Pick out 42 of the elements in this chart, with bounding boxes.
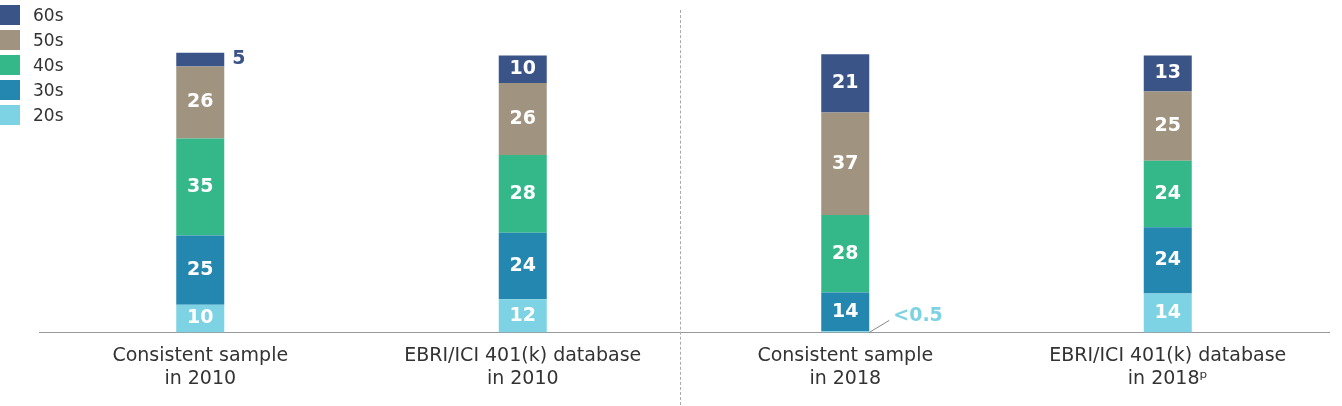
x-tick-label: EBRI/ICI 401(k) database in 2018ᵖ [1049, 342, 1287, 388]
legend-label: 20s [33, 104, 64, 125]
bar [498, 83, 547, 156]
bar [176, 235, 225, 305]
data-label: 26 [187, 89, 214, 112]
data-label: 24 [1154, 247, 1181, 270]
bar [1143, 91, 1192, 161]
data-label: 12 [509, 302, 536, 325]
bar [176, 52, 225, 67]
x-tick-label: Consistent sample in 2018 [757, 342, 934, 388]
data-label: 14 [832, 298, 859, 321]
data-label: 14 [1154, 299, 1181, 322]
data-label: <0.5 [893, 303, 943, 326]
legend-label: 40s [33, 54, 64, 75]
data-label: 21 [832, 70, 859, 93]
x-tick-label: EBRI/ICI 401(k) database in 2010 [404, 342, 642, 388]
data-label: 28 [509, 180, 536, 203]
legend-label: 50s [33, 29, 64, 50]
data-label: 5 [232, 46, 246, 69]
bar [821, 112, 870, 215]
bar [176, 138, 225, 236]
data-label: 10 [509, 56, 536, 79]
data-label: 37 [832, 150, 859, 173]
bar [1143, 160, 1192, 228]
bar [1143, 227, 1192, 294]
data-label: 24 [1154, 180, 1181, 203]
legend-label: 60s [33, 4, 64, 25]
bar [821, 54, 870, 113]
data-label: 35 [187, 173, 214, 196]
data-label: 10 [187, 305, 214, 328]
data-label: 25 [1154, 112, 1181, 135]
bar [176, 66, 225, 139]
bar [498, 155, 547, 233]
bar [821, 214, 870, 293]
data-label: 28 [832, 240, 859, 263]
legend-label: 30s [33, 79, 64, 100]
data-label: 24 [509, 252, 536, 275]
data-label: 26 [509, 106, 536, 129]
data-label: 13 [1154, 60, 1181, 83]
x-tick-label: Consistent sample in 2010 [112, 342, 289, 388]
data-label: 25 [187, 257, 214, 280]
bar [498, 232, 547, 300]
